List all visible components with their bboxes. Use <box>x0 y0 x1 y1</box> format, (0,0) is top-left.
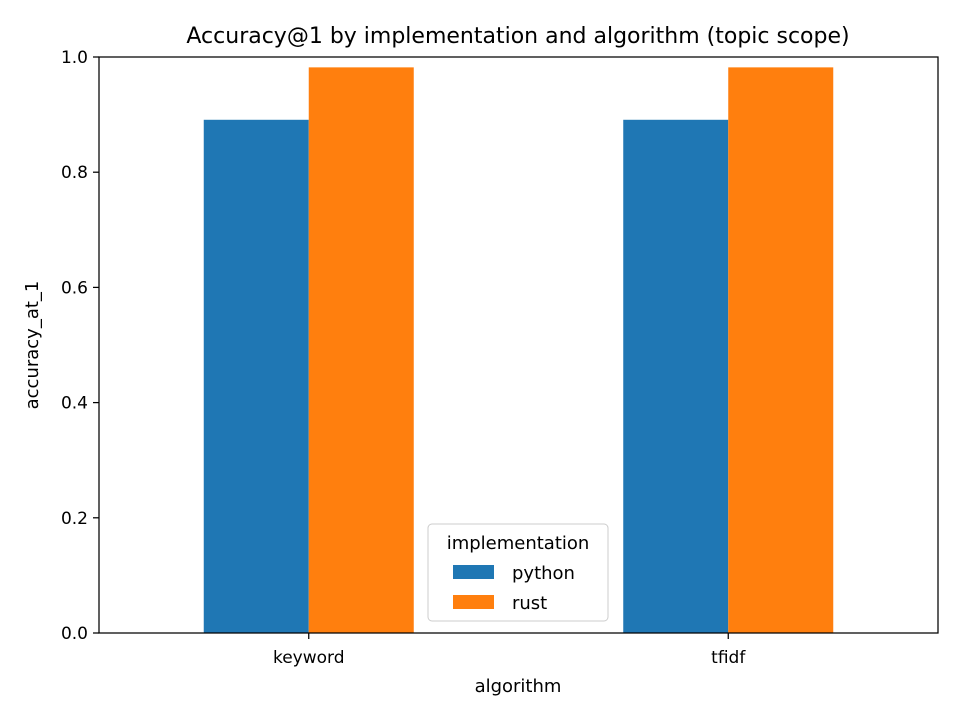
x-axis-ticks: keyword tfidf <box>273 633 746 668</box>
y-tick-label: 0.8 <box>61 163 88 183</box>
plot-area <box>98 56 939 634</box>
legend: implementation python rust <box>427 523 609 622</box>
bar-rust-keyword <box>308 67 414 634</box>
legend-swatch-rust <box>453 595 494 609</box>
x-tick-label: keyword <box>273 648 345 668</box>
bar-python-tfidf <box>623 119 729 633</box>
y-tick-label: 0.4 <box>61 394 88 414</box>
chart-title: Accuracy@1 by implementation and algorit… <box>186 24 849 49</box>
legend-label-python: python <box>512 563 575 584</box>
legend-swatch-python <box>453 565 494 579</box>
y-axis-label: accuracy_at_1 <box>22 281 43 410</box>
plot-frame <box>98 56 939 634</box>
y-axis-ticks: 0.0 0.2 0.4 0.6 0.8 1.0 <box>61 48 99 644</box>
y-tick-label: 0.2 <box>61 509 88 529</box>
y-tick-label: 1.0 <box>61 48 88 68</box>
x-axis-label: algorithm <box>475 676 562 697</box>
legend-label-rust: rust <box>512 593 547 614</box>
bar-python-keyword <box>203 119 309 633</box>
bars <box>203 67 834 634</box>
bar-rust-tfidf <box>728 67 834 634</box>
y-tick-label: 0.6 <box>61 278 88 298</box>
y-tick-label: 0.0 <box>61 624 88 644</box>
legend-title: implementation <box>447 533 590 554</box>
legend-items: python rust <box>453 563 575 614</box>
x-tick-label: tfidf <box>711 648 746 668</box>
